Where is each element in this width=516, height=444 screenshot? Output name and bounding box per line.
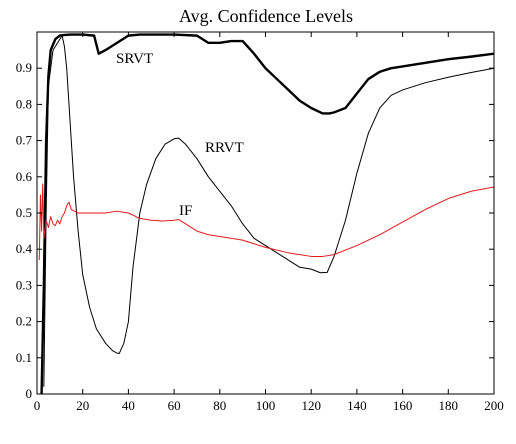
x-tick-label: 140	[347, 398, 367, 413]
series-layer	[38, 33, 494, 394]
series-labels: SRVT RRVT IF	[116, 51, 244, 219]
y-tick-label: 0.8	[16, 96, 32, 111]
y-tick-label: 0	[26, 386, 33, 401]
y-tick-label: 0.3	[16, 277, 32, 292]
y-tick-label: 0.5	[16, 205, 32, 220]
x-tick-label: 0	[34, 398, 41, 413]
chart-title: Avg. Confidence Levels	[179, 6, 353, 26]
series-line-if	[38, 183, 494, 261]
y-tick-label: 0.6	[16, 169, 33, 184]
y-tick-label: 0.2	[16, 314, 32, 329]
axes-layer: 0 20 40 60 80 100 120 140 160 180 200 0 0.1 0.2 0.3 0.4…	[16, 31, 504, 413]
series-label-if: IF	[179, 203, 192, 219]
x-tick-label: 20	[76, 398, 89, 413]
x-tick-label: 160	[393, 398, 413, 413]
series-label-srvt: SRVT	[116, 51, 153, 67]
x-tick-label: 100	[256, 398, 276, 413]
series-line-rrvt	[43, 35, 494, 387]
y-tick-label: 0.4	[16, 241, 33, 256]
x-tick-label: 40	[122, 398, 135, 413]
x-tick-label: 120	[301, 398, 321, 413]
x-tick-label: 60	[168, 398, 181, 413]
x-tick-label: 200	[484, 398, 504, 413]
x-tick-label: 80	[213, 398, 226, 413]
y-tick-label: 0.7	[16, 133, 33, 148]
series-label-rrvt: RRVT	[205, 140, 244, 156]
y-tick-label: 0.1	[16, 350, 32, 365]
series-line-srvt	[40, 33, 494, 394]
x-tick-label: 180	[439, 398, 459, 413]
y-tick-label: 0.9	[16, 60, 32, 75]
